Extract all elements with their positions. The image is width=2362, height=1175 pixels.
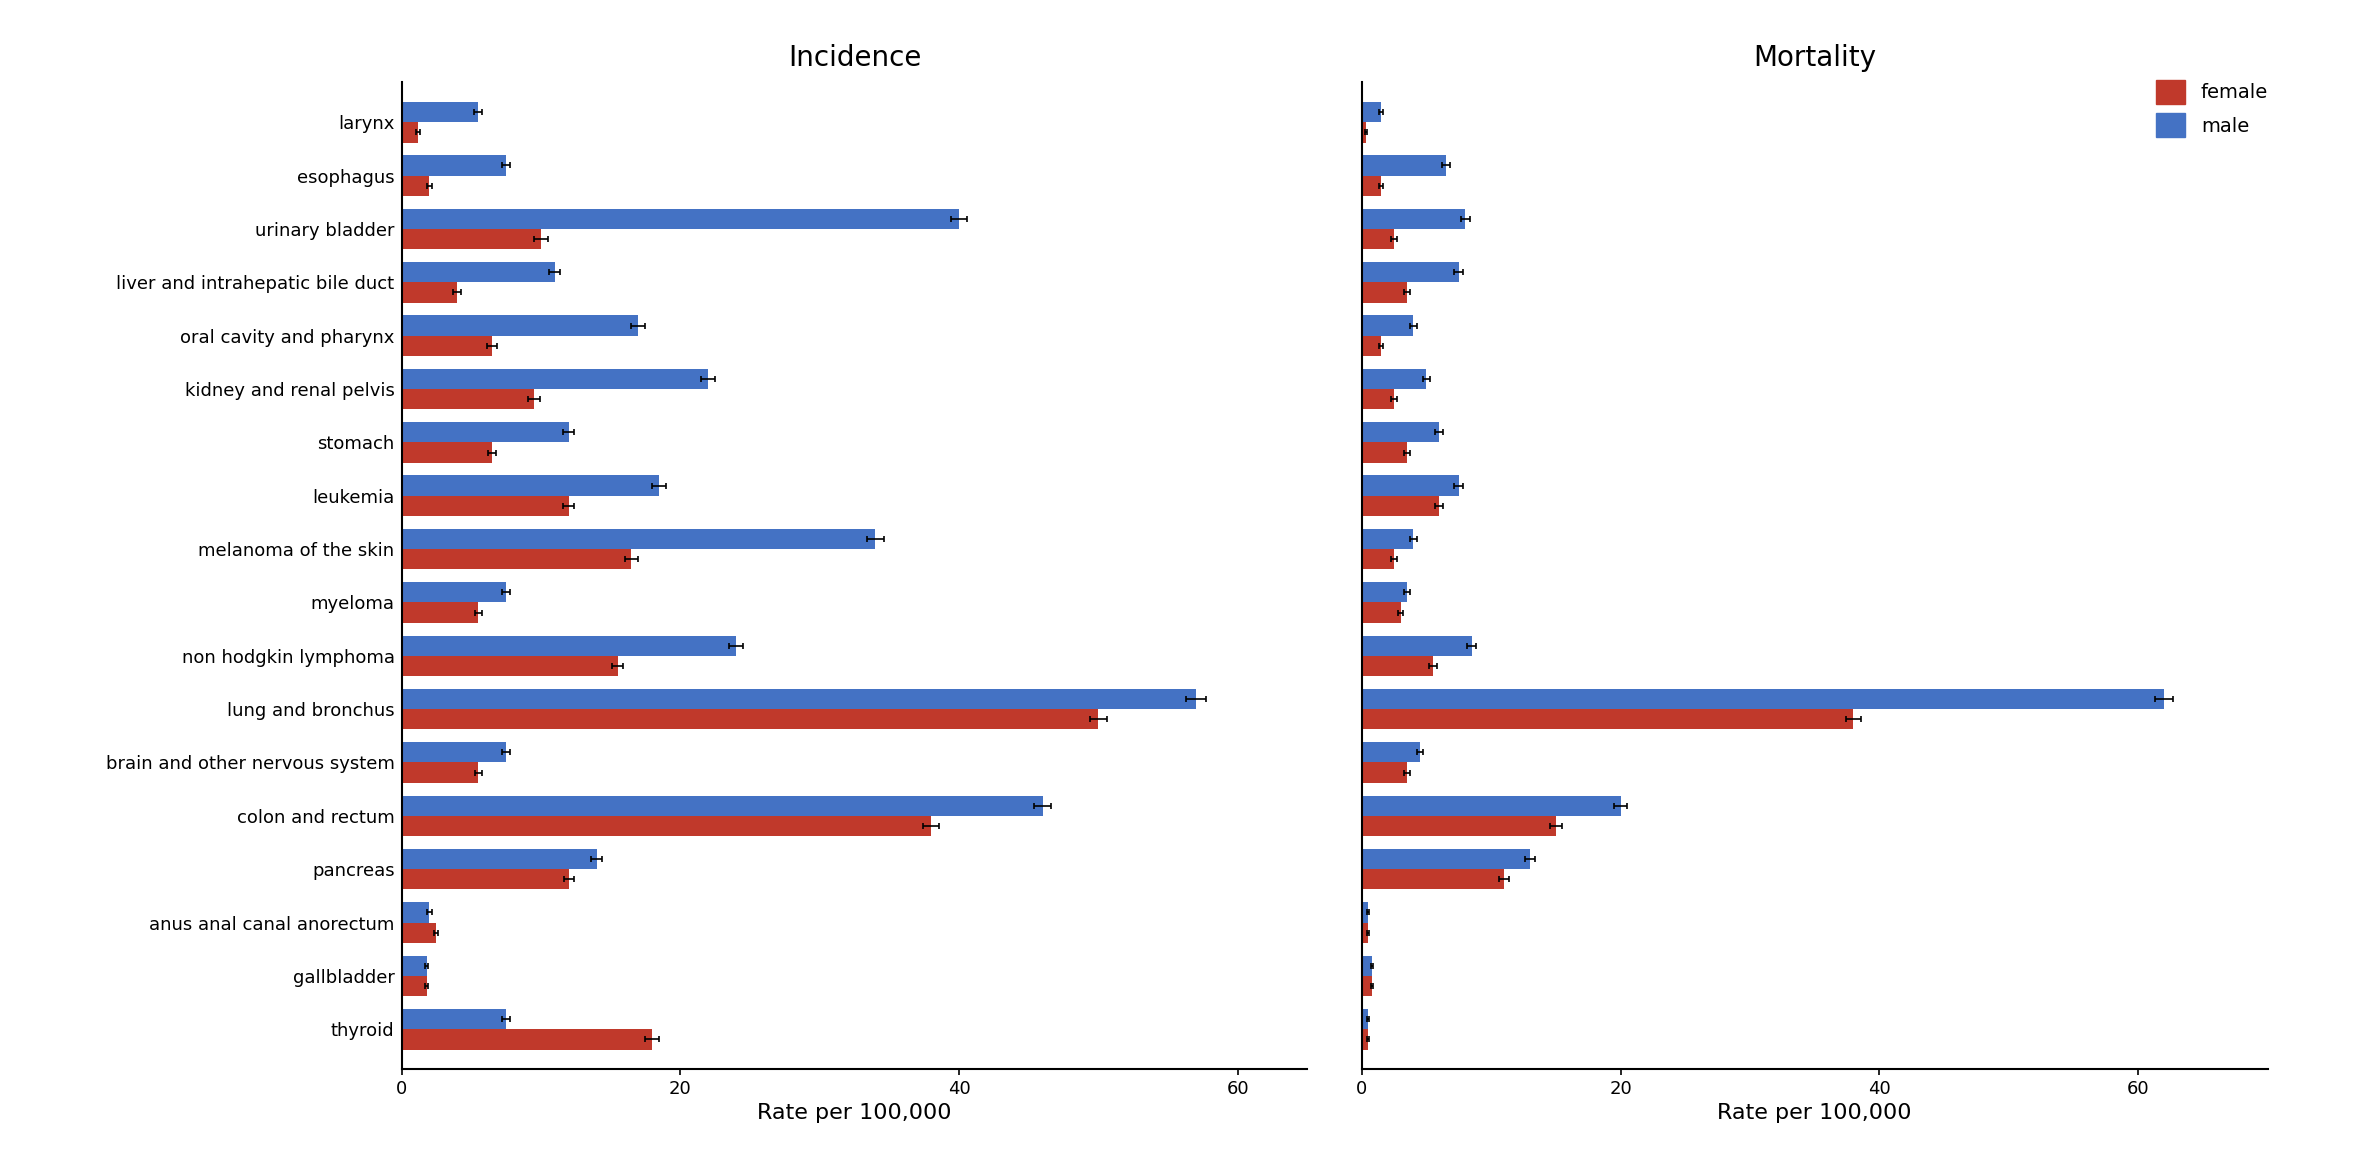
Bar: [1363, 282, 1408, 303]
Bar: [1363, 976, 1372, 996]
Bar: [1363, 229, 1394, 249]
Bar: [1363, 1009, 1368, 1029]
Bar: [1363, 870, 1505, 889]
Bar: [1363, 815, 1557, 837]
Bar: [402, 262, 555, 282]
Bar: [402, 102, 477, 122]
Bar: [1363, 155, 1446, 175]
Title: Incidence: Incidence: [789, 43, 921, 72]
Bar: [402, 582, 505, 603]
Bar: [1363, 122, 1365, 142]
Bar: [402, 689, 1195, 710]
Bar: [402, 496, 569, 516]
Bar: [402, 282, 458, 303]
Bar: [402, 549, 631, 570]
Bar: [402, 710, 1098, 730]
Bar: [402, 229, 541, 249]
Bar: [1363, 795, 1620, 815]
Bar: [1363, 175, 1382, 196]
Bar: [1363, 922, 1368, 942]
Bar: [402, 476, 659, 496]
Bar: [402, 870, 569, 889]
Bar: [1363, 656, 1434, 676]
Bar: [402, 122, 418, 142]
Bar: [402, 1029, 652, 1049]
Bar: [402, 1009, 505, 1029]
X-axis label: Rate per 100,000: Rate per 100,000: [758, 1103, 952, 1123]
Legend: female, male: female, male: [2149, 72, 2277, 145]
Bar: [1363, 442, 1408, 463]
Bar: [402, 815, 931, 837]
Title: Mortality: Mortality: [1753, 43, 1875, 72]
Bar: [1363, 209, 1464, 229]
Bar: [402, 209, 959, 229]
Bar: [402, 315, 638, 336]
Bar: [402, 175, 430, 196]
Bar: [402, 922, 437, 942]
Bar: [1363, 955, 1372, 976]
Bar: [1363, 603, 1401, 623]
Bar: [1363, 689, 2164, 710]
Bar: [1363, 422, 1438, 442]
Bar: [402, 369, 709, 389]
Bar: [402, 603, 477, 623]
Bar: [1363, 710, 1854, 730]
Bar: [402, 656, 616, 676]
Bar: [402, 529, 876, 549]
Bar: [1363, 336, 1382, 356]
Bar: [402, 763, 477, 783]
Bar: [1363, 1029, 1368, 1049]
Bar: [402, 955, 428, 976]
Bar: [402, 795, 1042, 815]
Bar: [1363, 743, 1420, 763]
Bar: [402, 155, 505, 175]
Bar: [1363, 102, 1382, 122]
Bar: [1363, 476, 1460, 496]
Bar: [1363, 315, 1412, 336]
Bar: [1363, 529, 1412, 549]
Bar: [402, 743, 505, 763]
Bar: [402, 848, 598, 870]
Bar: [1363, 262, 1460, 282]
Bar: [402, 389, 534, 409]
Bar: [402, 422, 569, 442]
Bar: [1363, 763, 1408, 783]
Bar: [1363, 636, 1472, 656]
Bar: [1363, 582, 1408, 603]
Bar: [1363, 848, 1531, 870]
Bar: [1363, 369, 1427, 389]
Bar: [402, 976, 428, 996]
Bar: [1363, 902, 1368, 922]
X-axis label: Rate per 100,000: Rate per 100,000: [1717, 1103, 1911, 1123]
Bar: [402, 442, 491, 463]
Bar: [402, 636, 737, 656]
Bar: [1363, 549, 1394, 570]
Bar: [402, 902, 430, 922]
Bar: [402, 336, 491, 356]
Bar: [1363, 496, 1438, 516]
Bar: [1363, 389, 1394, 409]
